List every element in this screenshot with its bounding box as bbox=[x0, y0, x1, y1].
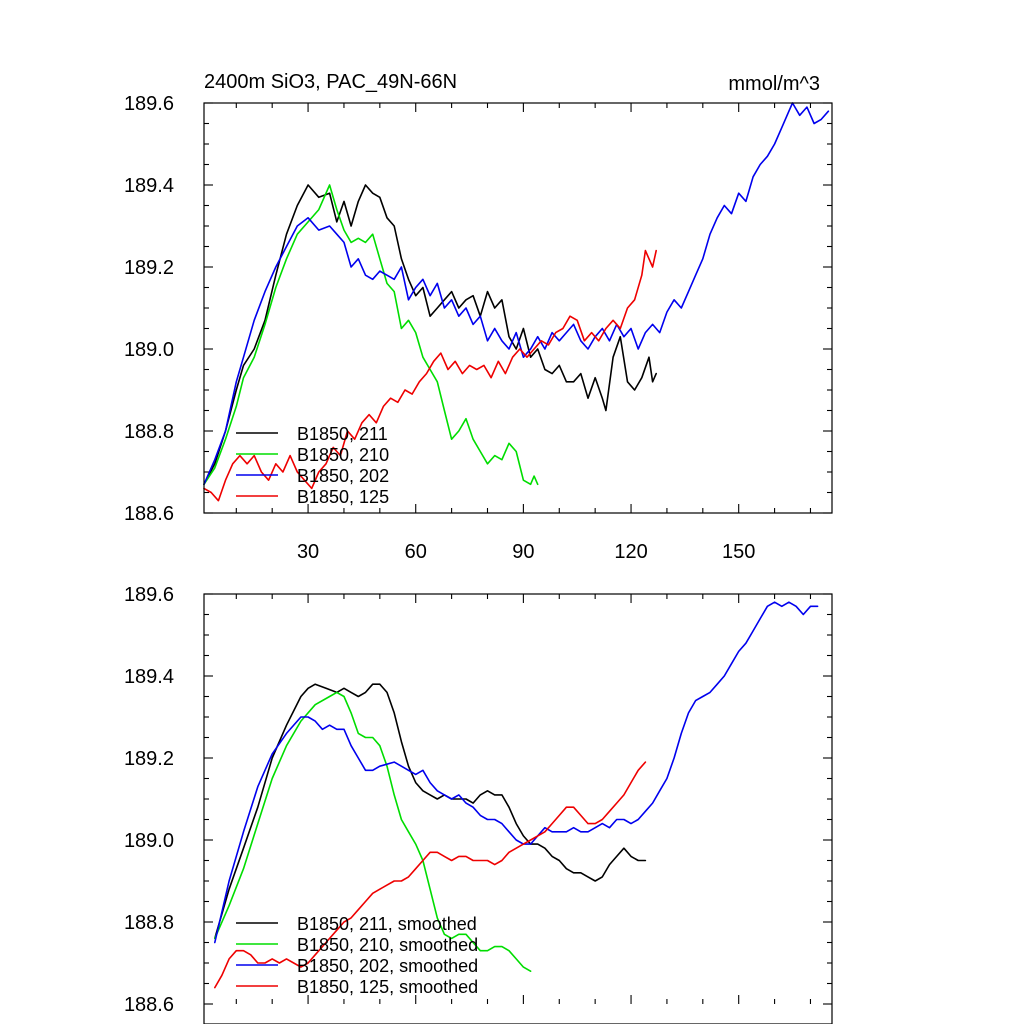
bottom-legend-label: B1850, 211, smoothed bbox=[297, 914, 477, 934]
bottom-y-tick-label: 188.8 bbox=[124, 912, 174, 934]
bottom-series-line-3 bbox=[214, 601, 819, 944]
bottom-series-line-4 bbox=[214, 761, 647, 989]
top-x-tick-label: 150 bbox=[722, 541, 755, 563]
top-legend-item: B1850, 125 bbox=[236, 487, 389, 507]
top-y-tick-label: 189.6 bbox=[124, 93, 174, 115]
top-legend-label: B1850, 202 bbox=[297, 466, 389, 486]
top-panel-series bbox=[203, 102, 830, 502]
top-x-tick-label: 60 bbox=[405, 541, 427, 563]
bottom-y-tick-label: 188.6 bbox=[124, 994, 174, 1016]
bottom-legend-item: B1850, 202, smoothed bbox=[236, 956, 478, 976]
top-legend-label: B1850, 211 bbox=[297, 424, 388, 444]
top-panel-frame bbox=[203, 102, 833, 514]
bottom-legend-item: B1850, 210, smoothed bbox=[236, 935, 478, 955]
bottom-panel-frame bbox=[203, 593, 833, 1024]
bottom-panel-ticks bbox=[204, 593, 832, 1005]
top-legend-label: B1850, 125 bbox=[297, 487, 389, 507]
top-panel-x-tick-labels: 30 60 90 120 150 bbox=[297, 541, 755, 563]
top-y-tick-label: 188.8 bbox=[124, 421, 174, 443]
top-y-tick-label: 189.0 bbox=[124, 339, 174, 361]
top-series-line-3 bbox=[203, 102, 830, 486]
bottom-panel-series bbox=[214, 601, 819, 989]
bottom-series-line-1 bbox=[214, 683, 647, 940]
bottom-y-tick-label: 189.0 bbox=[124, 830, 174, 852]
top-legend-item: B1850, 210 bbox=[236, 445, 389, 465]
top-series-line-4 bbox=[203, 249, 657, 502]
top-panel-units: mmol/m^3 bbox=[728, 73, 820, 95]
bottom-legend-label: B1850, 210, smoothed bbox=[297, 935, 478, 955]
bottom-legend-item: B1850, 211, smoothed bbox=[236, 914, 477, 934]
top-x-tick-label: 90 bbox=[512, 541, 534, 563]
bottom-series-line-2 bbox=[214, 691, 532, 972]
top-series-line-2 bbox=[203, 184, 539, 486]
top-legend-label: B1850, 210 bbox=[297, 445, 389, 465]
top-y-tick-label: 188.6 bbox=[124, 503, 174, 525]
top-x-tick-label: 120 bbox=[614, 541, 647, 563]
top-panel-y-tick-labels: 188.6 188.8 189.0 189.2 189.4 189.6 bbox=[124, 93, 174, 525]
top-panel-title: 2400m SiO3, PAC_49N-66N bbox=[204, 71, 457, 93]
bottom-legend-label: B1850, 202, smoothed bbox=[297, 956, 478, 976]
top-legend-item: B1850, 211 bbox=[236, 424, 388, 444]
bottom-panel-y-tick-labels: 188.6 188.8 189.0 189.2 189.4 189.6 bbox=[124, 584, 174, 1016]
bottom-y-tick-label: 189.2 bbox=[124, 748, 174, 770]
top-legend-item: B1850, 202 bbox=[236, 466, 389, 486]
top-y-tick-label: 189.2 bbox=[124, 257, 174, 279]
top-x-tick-label: 30 bbox=[297, 541, 319, 563]
bottom-y-tick-label: 189.6 bbox=[124, 584, 174, 606]
bottom-legend-label: B1850, 125, smoothed bbox=[297, 977, 478, 997]
top-panel: 2400m SiO3, PAC_49N-66N mmol/m^3 188.618… bbox=[124, 71, 833, 563]
bottom-y-tick-label: 189.4 bbox=[124, 666, 174, 688]
top-y-tick-label: 189.4 bbox=[124, 175, 174, 197]
bottom-legend-item: B1850, 125, smoothed bbox=[236, 977, 478, 997]
bottom-panel: 188.6 188.8 189.0 189.2 189.4 189.6 B1850, 21… bbox=[124, 584, 833, 1024]
top-series-line-1 bbox=[203, 184, 657, 486]
